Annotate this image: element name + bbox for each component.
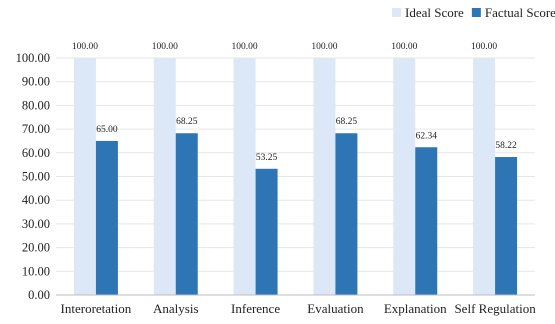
category-label: Inference — [231, 301, 280, 316]
y-tick-label: 60.00 — [22, 146, 50, 160]
bar-factual-4 — [415, 147, 438, 295]
bar-factual-1 — [175, 133, 198, 295]
bars — [73, 58, 518, 295]
bar-factual-2 — [255, 168, 278, 295]
data-labels: 100.00 65.00 100.00 68.25 100.00 53.25 100.00 6… — [72, 42, 517, 163]
y-tick-label: 50.00 — [22, 170, 50, 184]
bar-ideal-5 — [473, 58, 496, 295]
y-axis: 0.00 10.00 20.00 30.00 40.00 50.00 60.00 70.00 8… — [16, 51, 50, 302]
y-tick-label: 40.00 — [22, 193, 50, 207]
legend-label-1: Factual Score — [485, 5, 555, 20]
bar-ideal-1 — [153, 58, 176, 295]
bar-ideal-0 — [73, 58, 96, 295]
gridlines — [56, 57, 535, 272]
data-label: 62.34 — [416, 131, 438, 141]
data-label: 65.00 — [96, 125, 118, 135]
data-label: 100.00 — [72, 42, 98, 52]
data-label: 100.00 — [391, 42, 417, 52]
legend-swatch-0 — [392, 8, 401, 17]
legend-label-0: Ideal Score — [405, 5, 464, 20]
data-label: 68.25 — [176, 117, 198, 127]
data-label: 58.22 — [495, 141, 517, 151]
data-label: 100.00 — [471, 42, 497, 52]
y-tick-label: 90.00 — [22, 75, 50, 89]
y-tick-label: 100.00 — [16, 51, 50, 65]
y-tick-label: 80.00 — [22, 98, 50, 112]
y-tick-label: 70.00 — [22, 122, 50, 136]
data-label: 100.00 — [311, 42, 337, 52]
bar-ideal-2 — [233, 58, 256, 295]
data-label: 100.00 — [152, 42, 178, 52]
bar-factual-5 — [495, 157, 518, 295]
category-label: Analysis — [153, 301, 199, 316]
x-axis: Interoretation Analysis Inference Evaluatio… — [56, 294, 536, 316]
y-tick-label: 10.00 — [22, 264, 50, 278]
data-label: 100.00 — [232, 42, 258, 52]
y-tick-label: 20.00 — [22, 241, 50, 255]
legend-swatch-1 — [471, 8, 481, 17]
data-label: 53.25 — [256, 153, 278, 163]
bar-ideal-3 — [313, 58, 336, 295]
y-tick-label: 30.00 — [22, 217, 50, 231]
bar-factual-3 — [335, 133, 358, 295]
category-label: Self Regulation — [454, 301, 536, 316]
legend: Ideal Score Factual Score — [392, 5, 555, 20]
category-label: Explanation — [384, 301, 447, 316]
category-label: Interoretation — [61, 301, 132, 316]
data-label: 68.25 — [336, 117, 358, 127]
bar-ideal-4 — [393, 58, 416, 295]
category-label: Evaluation — [307, 301, 364, 316]
bar-factual-0 — [95, 140, 118, 295]
y-tick-label: 0.00 — [28, 288, 50, 302]
